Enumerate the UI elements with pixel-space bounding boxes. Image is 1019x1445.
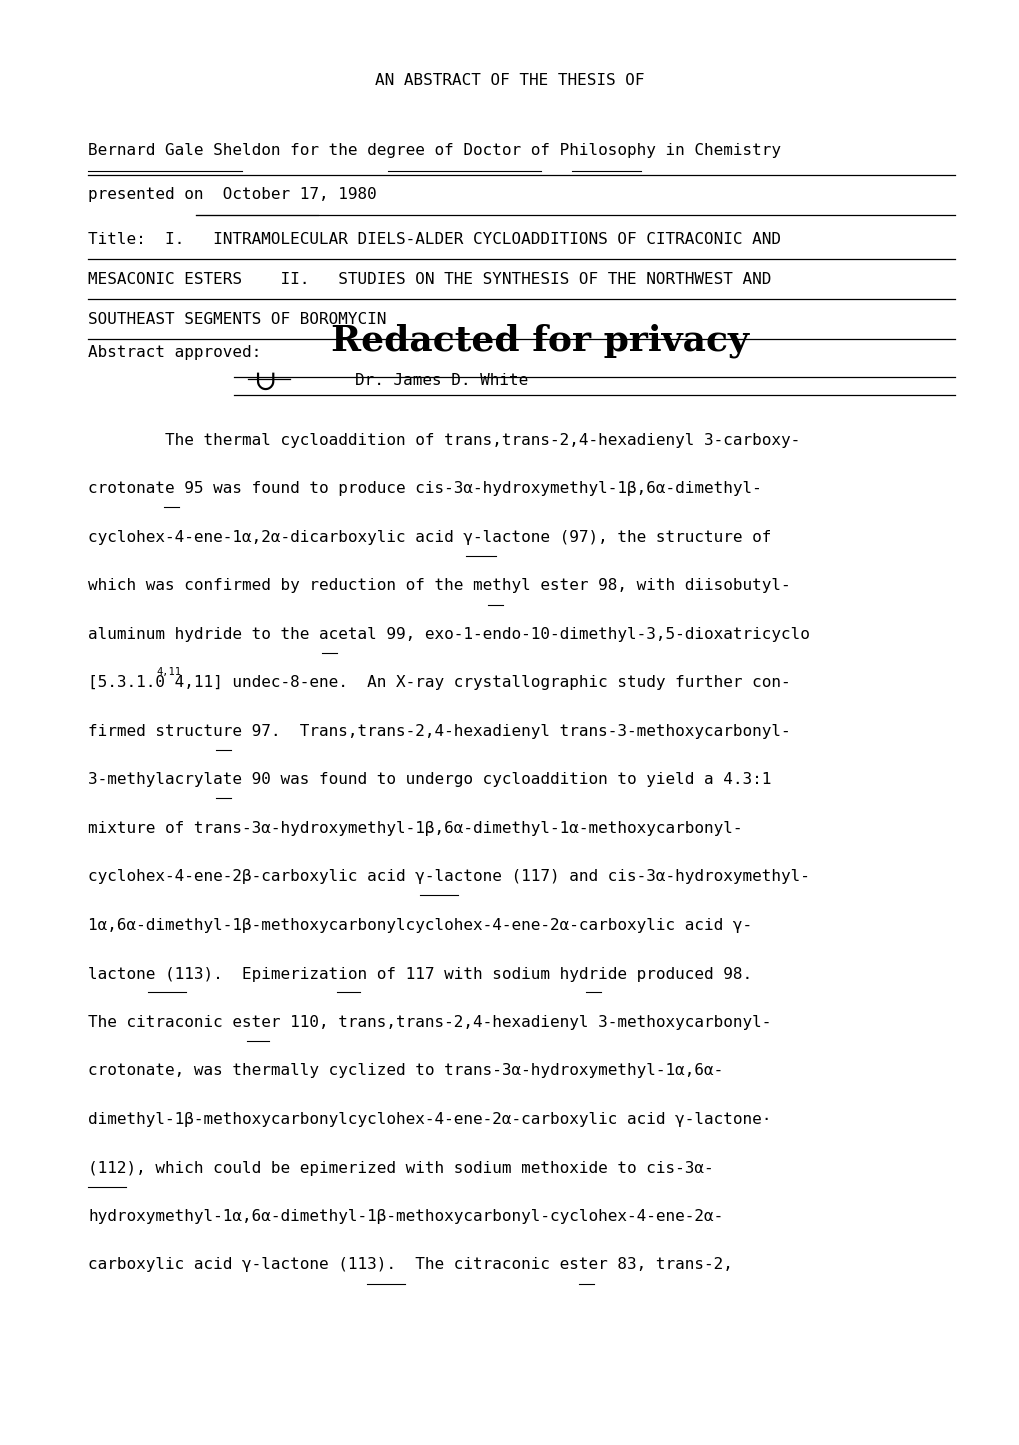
Text: presented on  October 17, 1980: presented on October 17, 1980 [88, 186, 376, 202]
Text: aluminum hydride to the acetal 99, exo-1-endo-10-dimethyl-3,5-dioxatricyclo: aluminum hydride to the acetal 99, exo-1… [88, 627, 809, 642]
Text: lactone (113).  Epimerization of 117 with sodium hydride produced 98.: lactone (113). Epimerization of 117 with… [88, 967, 751, 981]
Text: Dr. James D. White: Dr. James D. White [355, 373, 528, 389]
Text: The thermal cycloaddition of trans,trans-2,4-hexadienyl 3-carboxy-: The thermal cycloaddition of trans,trans… [88, 434, 800, 448]
Text: Bernard Gale Sheldon for the degree of Doctor of Philosophy in Chemistry: Bernard Gale Sheldon for the degree of D… [88, 143, 781, 158]
Text: crotonate 95 was found to produce cis-3α-hydroxymethyl-1β,6α-dimethyl-: crotonate 95 was found to produce cis-3α… [88, 481, 761, 497]
Text: Redacted for privacy: Redacted for privacy [331, 324, 748, 357]
Text: hydroxymethyl-1α,6α-dimethyl-1β-methoxycarbonyl-cyclohex-4-ene-2α-: hydroxymethyl-1α,6α-dimethyl-1β-methoxyc… [88, 1209, 722, 1224]
Text: [5.3.1.0 4,11] undec-8-ene.  An X-ray crystallographic study further con-: [5.3.1.0 4,11] undec-8-ene. An X-ray cry… [88, 675, 790, 691]
Text: 4,11: 4,11 [156, 668, 180, 678]
Text: Title:  I.   INTRAMOLECULAR DIELS-ALDER CYCLOADDITIONS OF CITRACONIC AND: Title: I. INTRAMOLECULAR DIELS-ALDER CYC… [88, 233, 781, 247]
Text: (112), which could be epimerized with sodium methoxide to cis-3α-: (112), which could be epimerized with so… [88, 1160, 713, 1175]
Text: Abstract approved:: Abstract approved: [88, 345, 261, 360]
Text: AN ABSTRACT OF THE THESIS OF: AN ABSTRACT OF THE THESIS OF [375, 74, 644, 88]
Text: 1α,6α-dimethyl-1β-methoxycarbonylcyclohex-4-ene-2α-carboxylic acid γ-: 1α,6α-dimethyl-1β-methoxycarbonylcyclohe… [88, 918, 751, 933]
Text: cyclohex-4-ene-1α,2α-dicarboxylic acid γ-lactone (97), the structure of: cyclohex-4-ene-1α,2α-dicarboxylic acid γ… [88, 530, 770, 545]
Text: firmed structure 97.  Trans,trans-2,4-hexadienyl trans-3-methoxycarbonyl-: firmed structure 97. Trans,trans-2,4-hex… [88, 724, 790, 738]
Text: dimethyl-1β-methoxycarbonylcyclohex-4-ene-2α-carboxylic acid γ-lactone·: dimethyl-1β-methoxycarbonylcyclohex-4-en… [88, 1113, 770, 1127]
Text: SOUTHEAST SEGMENTS OF BOROMYCIN: SOUTHEAST SEGMENTS OF BOROMYCIN [88, 312, 386, 327]
Text: mixture of trans-3α-hydroxymethyl-1β,6α-dimethyl-1α-methoxycarbonyl-: mixture of trans-3α-hydroxymethyl-1β,6α-… [88, 821, 742, 837]
Text: which was confirmed by reduction of the methyl ester 98, with diisobutyl-: which was confirmed by reduction of the … [88, 578, 790, 594]
Text: ∪: ∪ [253, 368, 276, 396]
Text: cyclohex-4-ene-2β-carboxylic acid γ-lactone (117) and cis-3α-hydroxymethyl-: cyclohex-4-ene-2β-carboxylic acid γ-lact… [88, 870, 809, 884]
Text: The citraconic ester 110, trans,trans-2,4-hexadienyl 3-methoxycarbonyl-: The citraconic ester 110, trans,trans-2,… [88, 1014, 770, 1030]
Text: 3-methylacrylate 90 was found to undergo cycloaddition to yield a 4.3:1: 3-methylacrylate 90 was found to undergo… [88, 773, 770, 788]
Text: crotonate, was thermally cyclized to trans-3α-hydroxymethyl-1α,6α-: crotonate, was thermally cyclized to tra… [88, 1064, 722, 1078]
Text: carboxylic acid γ-lactone (113).  The citraconic ester 83, trans-2,: carboxylic acid γ-lactone (113). The cit… [88, 1257, 733, 1273]
Text: MESACONIC ESTERS    II.   STUDIES ON THE SYNTHESIS OF THE NORTHWEST AND: MESACONIC ESTERS II. STUDIES ON THE SYNT… [88, 272, 770, 288]
